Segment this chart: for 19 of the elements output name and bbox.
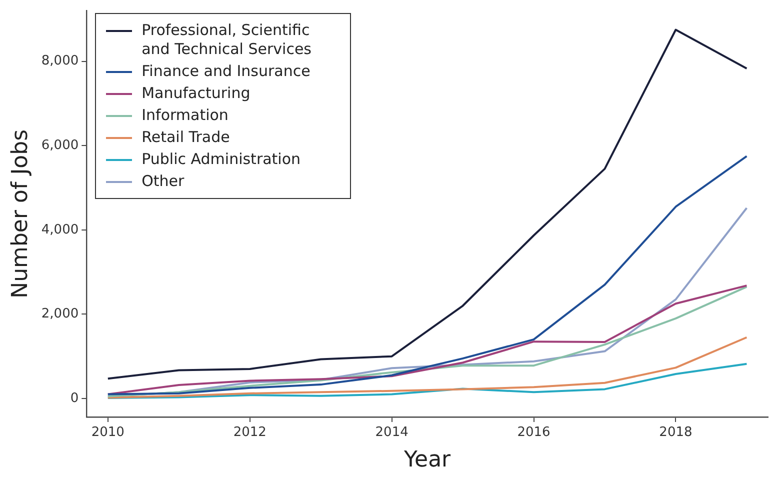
legend-label: Professional, Scientific and Technical Services — [142, 20, 312, 59]
legend-label: Manufacturing — [142, 84, 250, 103]
x-tick-label: 2010 — [91, 425, 124, 440]
y-axis-title: Number of Jobs — [8, 129, 33, 298]
y-tick-label: 6,000 — [41, 138, 79, 154]
x-axis-title: Year — [403, 448, 452, 473]
legend-label: Public Administration — [142, 150, 301, 169]
legend-label: Other — [142, 172, 184, 191]
y-tick-label: 2,000 — [41, 306, 79, 322]
x-tick-label: 2012 — [233, 425, 266, 440]
x-tick-label: 2016 — [517, 425, 550, 440]
legend-label: Finance and Insurance — [142, 62, 310, 81]
legend-label: Retail Trade — [142, 128, 230, 147]
legend-label: Information — [142, 106, 228, 125]
y-tick-label: 4,000 — [41, 222, 79, 238]
y-tick-label: 8,000 — [41, 54, 79, 69]
y-tick-label: 0 — [70, 390, 79, 406]
x-tick-label: 2014 — [375, 425, 408, 440]
x-tick-label: 2018 — [659, 425, 692, 440]
